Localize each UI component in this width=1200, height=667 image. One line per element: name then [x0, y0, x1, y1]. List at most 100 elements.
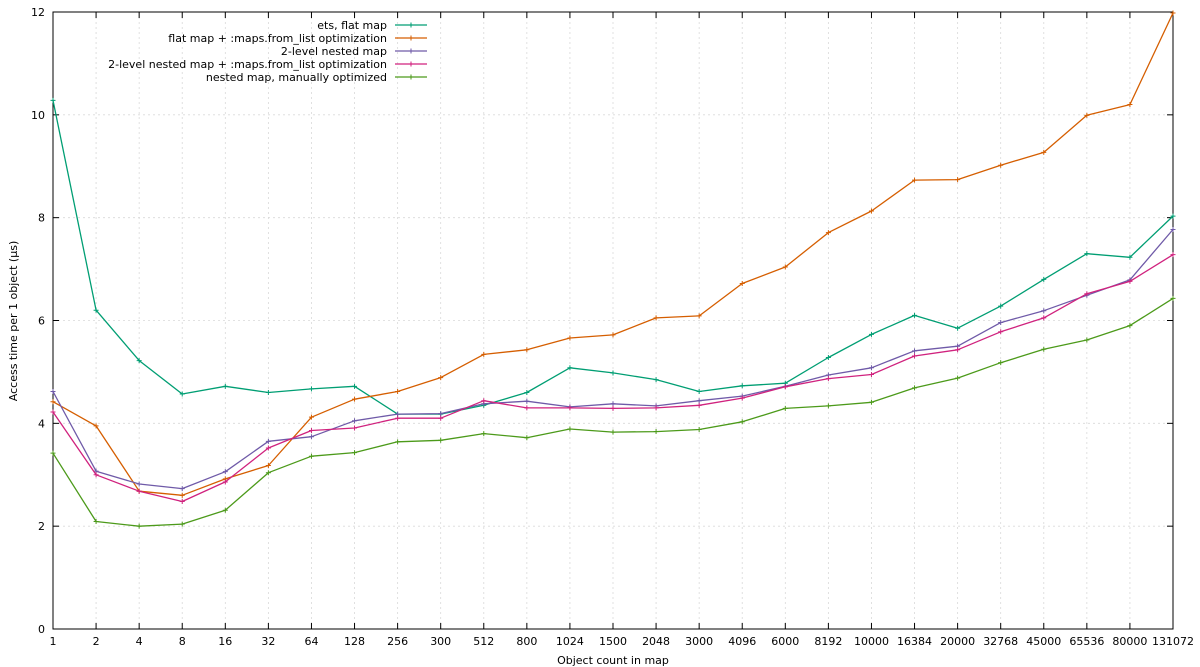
- data-point: [782, 384, 788, 390]
- x-tick-label: 64: [304, 635, 318, 648]
- grid: [53, 12, 1173, 629]
- data-point: [739, 419, 745, 425]
- data-point: [481, 351, 487, 357]
- data-point: [998, 329, 1004, 335]
- data-point: [912, 385, 918, 391]
- series-1: [50, 97, 1176, 417]
- legend-marker: [408, 74, 414, 80]
- data-point: [524, 435, 530, 441]
- data-point: [998, 303, 1004, 309]
- y-axis-label: Access time per 1 object (μs): [7, 241, 20, 401]
- x-tick-label: 1024: [556, 635, 584, 648]
- legend-label: flat map + :maps.from_list optimization: [168, 32, 387, 45]
- data-point: [782, 264, 788, 270]
- x-tick-label: 3000: [685, 635, 713, 648]
- series-3: [50, 226, 1176, 492]
- data-point: [438, 415, 444, 421]
- data-point: [395, 415, 401, 421]
- data-point: [136, 481, 142, 487]
- x-tick-label: 2: [93, 635, 100, 648]
- x-tick-label: 45000: [1026, 635, 1061, 648]
- data-point: [610, 429, 616, 435]
- data-point: [1084, 291, 1090, 297]
- y-tick-label: 0: [38, 623, 45, 636]
- data-point: [739, 383, 745, 389]
- data-point: [868, 331, 874, 337]
- x-tick-label: 4096: [728, 635, 756, 648]
- data-point: [653, 429, 659, 435]
- y-tick-label: 8: [38, 212, 45, 225]
- data-point: [825, 376, 831, 382]
- series-5: [50, 295, 1176, 529]
- data-point: [1041, 346, 1047, 352]
- data-point: [1170, 10, 1176, 16]
- data-point: [1170, 226, 1176, 232]
- data-point: [179, 391, 185, 397]
- data-point: [481, 431, 487, 437]
- x-tick-label: 4: [136, 635, 143, 648]
- x-tick-label: 8192: [814, 635, 842, 648]
- data-point: [610, 401, 616, 407]
- data-point: [395, 439, 401, 445]
- data-point: [696, 402, 702, 408]
- data-point: [352, 425, 358, 431]
- data-point: [136, 488, 142, 494]
- data-point: [308, 434, 314, 440]
- x-tick-label: 512: [473, 635, 494, 648]
- data-point: [1084, 112, 1090, 118]
- x-tick-label: 300: [430, 635, 451, 648]
- data-point: [696, 388, 702, 394]
- data-point: [696, 398, 702, 404]
- x-tick-label: 10000: [854, 635, 889, 648]
- data-point: [955, 177, 961, 183]
- data-point: [825, 355, 831, 361]
- data-point: [481, 398, 487, 404]
- data-point: [265, 438, 271, 444]
- data-point: [567, 335, 573, 341]
- data-point: [825, 230, 831, 236]
- legend-label: ets, flat map: [317, 19, 387, 32]
- data-point: [1127, 254, 1133, 260]
- data-point: [222, 469, 228, 475]
- x-tick-label: 16384: [897, 635, 932, 648]
- data-point: [868, 365, 874, 371]
- x-tick-label: 2048: [642, 635, 670, 648]
- data-point: [653, 315, 659, 321]
- data-point: [1127, 323, 1133, 329]
- y-tick-label: 2: [38, 520, 45, 533]
- data-point: [912, 177, 918, 183]
- x-tick-label: 16: [218, 635, 232, 648]
- data-point: [352, 450, 358, 456]
- data-point: [696, 427, 702, 433]
- data-point: [222, 507, 228, 513]
- data-point: [998, 320, 1004, 326]
- data-point: [524, 389, 530, 395]
- axis-ticks: 1 2 4 8 16 32 64 128 256 300 512 800 1024 1500 2048 300…: [31, 6, 1194, 648]
- data-point: [1084, 251, 1090, 257]
- legend-label: 2-level nested map: [281, 45, 387, 58]
- data-point: [653, 405, 659, 411]
- data-point: [352, 418, 358, 424]
- data-point: [524, 347, 530, 353]
- data-point: [567, 405, 573, 411]
- x-tick-label: 800: [516, 635, 537, 648]
- data-point: [825, 403, 831, 409]
- data-point: [179, 498, 185, 504]
- data-point: [308, 386, 314, 392]
- data-point: [1127, 102, 1133, 108]
- x-tick-label: 20000: [940, 635, 975, 648]
- x-tick-label: 1500: [599, 635, 627, 648]
- data-point: [610, 370, 616, 376]
- data-point: [395, 388, 401, 394]
- x-tick-label: 65536: [1069, 635, 1104, 648]
- data-point: [868, 371, 874, 377]
- data-point: [308, 453, 314, 459]
- data-point: [955, 375, 961, 381]
- data-point: [50, 450, 56, 456]
- data-point: [179, 492, 185, 498]
- data-point: [1041, 276, 1047, 282]
- data-point: [93, 472, 99, 478]
- x-tick-label: 8: [179, 635, 186, 648]
- legend-marker: [408, 48, 414, 54]
